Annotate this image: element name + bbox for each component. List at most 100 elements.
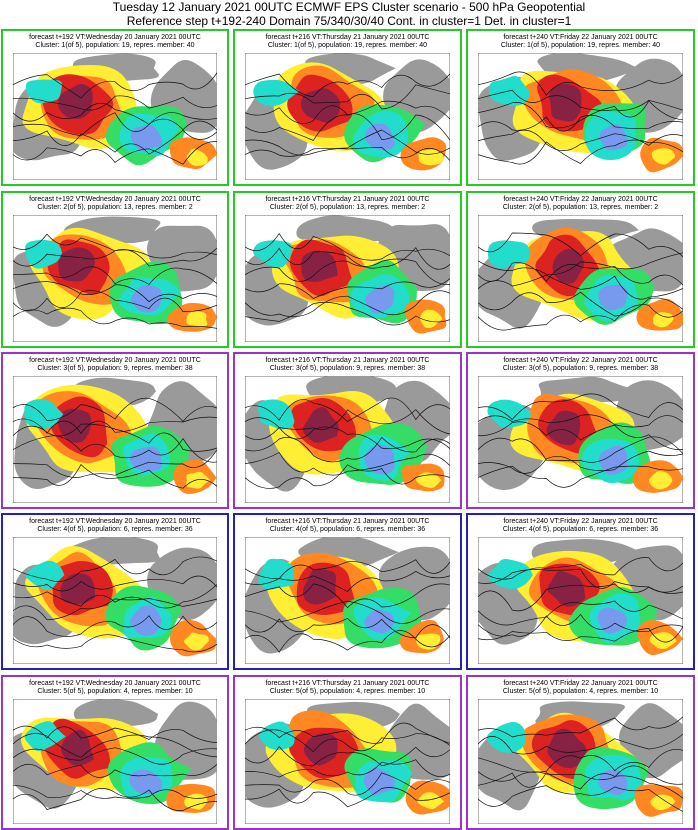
negative-anomaly: [25, 560, 65, 590]
panel-cluster-caption: Cluster: 2(of 5), population: 13, repres…: [269, 204, 426, 211]
anomaly-map: [245, 215, 450, 342]
geopotential-contour: [478, 772, 683, 799]
geopotential-contour: [245, 397, 450, 423]
geopotential-contour: [245, 729, 450, 753]
geopotential-contour: [478, 436, 683, 463]
geopotential-contour: [13, 290, 217, 312]
geopotential-contour: [13, 556, 217, 582]
geopotential-contour: [13, 788, 217, 811]
positive-anomaly: [552, 248, 585, 284]
anomaly-map: [245, 53, 450, 180]
anomaly-map: [478, 53, 683, 180]
geopotential-contour: [245, 301, 450, 326]
geopotential-contour: [478, 450, 683, 474]
geopotential-contour: [245, 426, 450, 450]
geopotential-contour: [13, 266, 217, 285]
geopotential-contour: [478, 414, 683, 428]
panel-forecast-caption: forecast t+216 VT:Thursday 21 January 20…: [265, 34, 430, 41]
geopotential-contour: [478, 262, 683, 286]
geopotential-contour: [245, 232, 450, 261]
geopotential-contour: [13, 464, 217, 489]
panel-cluster-caption: Cluster: 3(of 5), population: 9, repres.…: [269, 365, 426, 372]
positive-anomaly: [416, 633, 441, 650]
geopotential-contour: [245, 746, 450, 767]
geopotential-contour: [13, 307, 217, 329]
anomaly-map: [13, 53, 217, 180]
geopotential-contour: [245, 452, 450, 476]
positive-anomaly: [547, 570, 586, 607]
geopotential-contour: [13, 747, 217, 765]
geopotential-contour: [478, 114, 683, 132]
positive-anomaly: [300, 88, 341, 123]
panel-cluster-caption: Cluster: 2(of 5), population: 13, repres…: [502, 204, 659, 211]
positive-anomaly: [183, 632, 209, 651]
panel-forecast-caption: forecast t+216 VT:Thursday 21 January 20…: [265, 518, 430, 525]
geopotential-contour: [478, 232, 683, 257]
cluster-panel: forecast t+240 VT:Friday 22 January 2021…: [466, 675, 695, 830]
geopotential-contour: [13, 575, 217, 592]
cluster-panel: forecast t+192 VT:Wednesday 20 January 2…: [1, 352, 229, 509]
cluster-panel: forecast t+240 VT:Friday 22 January 2021…: [466, 29, 695, 186]
positive-anomaly: [60, 573, 95, 605]
geopotential-contour: [13, 784, 217, 799]
geopotential-contour: [245, 247, 450, 270]
anomaly-map: [478, 537, 683, 664]
panel-forecast-caption: forecast t+240 VT:Friday 22 January 2021…: [503, 357, 658, 364]
geopotential-contour: [478, 89, 683, 111]
positive-anomaly: [185, 471, 211, 489]
positive-anomaly: [61, 729, 95, 766]
negative-anomaly: [364, 123, 395, 151]
cluster-panel: forecast t+216 VT:Thursday 21 January 20…: [233, 29, 462, 186]
cluster-panel: forecast t+216 VT:Thursday 21 January 20…: [233, 513, 462, 670]
panel-forecast-caption: forecast t+240 VT:Friday 22 January 2021…: [503, 196, 658, 203]
geopotential-contour: [13, 725, 217, 743]
geopotential-contour: [13, 598, 217, 621]
anomaly-map: [245, 699, 450, 824]
anomaly-map: [478, 376, 683, 503]
geopotential-contour: [245, 290, 450, 318]
negative-anomaly: [129, 446, 163, 472]
cluster-panel: forecast t+192 VT:Wednesday 20 January 2…: [1, 29, 229, 186]
geopotential-contour: [245, 464, 450, 489]
geopotential-contour: [13, 733, 217, 758]
geopotential-contour: [245, 436, 450, 463]
geopotential-contour: [478, 274, 683, 300]
cluster-panel: forecast t+240 VT:Friday 22 January 2021…: [466, 191, 695, 348]
geopotential-contour: [245, 617, 450, 639]
geopotential-contour: [478, 393, 683, 421]
geopotential-contour: [245, 84, 450, 110]
geopotential-contour: [245, 73, 450, 98]
geopotential-contour: [13, 416, 217, 435]
positive-anomaly: [652, 312, 674, 328]
geopotential-contour: [245, 258, 450, 285]
panel-cluster-caption: Cluster: 4(of 5), population: 6, repres.…: [502, 526, 659, 533]
panel-cluster-caption: Cluster: 4(of 5), population: 6, repres.…: [37, 526, 193, 533]
geopotential-contour: [245, 146, 450, 161]
geopotential-contour: [478, 626, 683, 643]
negative-anomaly: [253, 79, 300, 107]
negative-anomaly: [24, 399, 64, 429]
anomaly-map: [13, 699, 217, 824]
geopotential-contour: [478, 304, 683, 331]
positive-anomaly: [57, 84, 93, 120]
cluster-panel: forecast t+192 VT:Wednesday 20 January 2…: [1, 191, 229, 348]
geopotential-contour: [13, 129, 217, 155]
land-mass: [296, 215, 397, 242]
panel-forecast-caption: forecast t+216 VT:Thursday 21 January 20…: [265, 196, 430, 203]
anomaly-map: [478, 699, 683, 824]
cluster-panel: forecast t+216 VT:Thursday 21 January 20…: [233, 191, 462, 348]
negative-anomaly: [487, 399, 532, 429]
cluster-panel: forecast t+192 VT:Wednesday 20 January 2…: [1, 513, 229, 670]
panel-forecast-caption: forecast t+216 VT:Thursday 21 January 20…: [265, 680, 430, 687]
geopotential-contour: [13, 102, 217, 125]
negative-anomaly: [130, 605, 162, 636]
anomaly-map: [245, 376, 450, 503]
positive-anomaly: [547, 728, 587, 769]
panel-cluster-caption: Cluster: 5(of 5), population: 4, repres.…: [37, 688, 193, 695]
negative-anomaly: [598, 445, 628, 475]
panel-cluster-caption: Cluster: 1(of 5), population: 19, repres…: [500, 42, 661, 49]
geopotential-contour: [245, 787, 450, 808]
geopotential-contour: [13, 72, 217, 99]
positive-anomaly: [416, 472, 442, 489]
geopotential-contour: [13, 95, 217, 111]
